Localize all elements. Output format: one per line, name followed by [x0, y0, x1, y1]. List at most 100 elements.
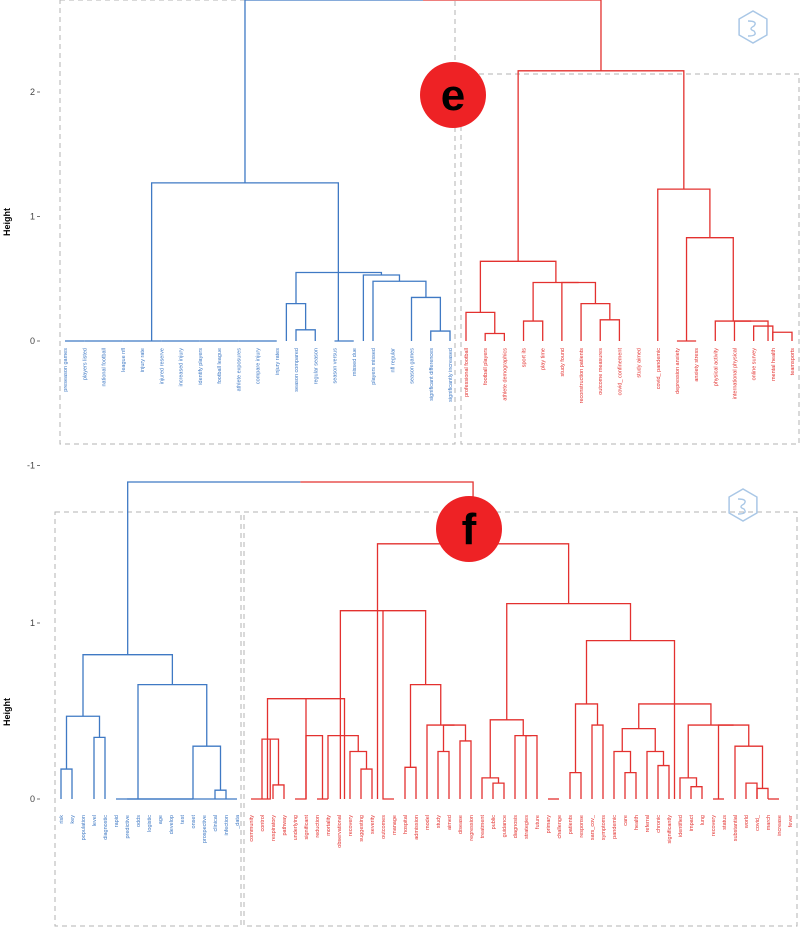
leaf-label: symptoms — [601, 815, 607, 840]
leaf-label: players missed — [371, 348, 377, 385]
leaf-label: guidance — [502, 815, 508, 837]
dendrogram-branch — [150, 182, 339, 341]
leaf-label: significant — [304, 815, 310, 840]
dendrogram-branch — [137, 683, 208, 799]
dendrogram-branch — [410, 296, 442, 341]
leaf-label: onset — [191, 815, 197, 829]
leaf-label: manage — [392, 815, 398, 835]
dendrogram-branch — [532, 281, 579, 322]
dendrogram-branch — [459, 740, 472, 799]
dendrogram-branch — [360, 768, 373, 799]
leaf-label: covid_ — [755, 814, 761, 831]
leaf-label: _data — [235, 814, 241, 830]
leaf-label: chronic — [656, 815, 662, 833]
leaf-label: prospective — [202, 815, 208, 843]
dendrogram-branch — [599, 319, 621, 341]
dendrogram-branch — [522, 320, 544, 341]
leaf-label: injured reserve — [159, 348, 165, 384]
dendrogram-branch — [591, 724, 604, 799]
dendrogram-branch — [372, 280, 427, 341]
dendrogram-branch — [362, 274, 401, 341]
dendrogram-branch — [745, 782, 758, 799]
dendrogram-branch — [60, 768, 73, 799]
dendrogram-branch — [657, 188, 711, 341]
dendrogram-branch — [685, 237, 734, 341]
leaf-label: respiratory — [271, 815, 277, 841]
dendrogram-branch — [327, 734, 359, 799]
dendrogram-branch — [93, 736, 106, 799]
dendrogram-branch — [484, 332, 506, 341]
dendrogram-branch — [585, 639, 676, 799]
leaf-label: severity — [370, 815, 376, 834]
leaf-label: march — [766, 815, 772, 830]
dendrogram-branch — [687, 724, 734, 778]
leaf-label: observational — [337, 815, 343, 848]
leaf-label: predictive — [125, 815, 131, 839]
leaf-label: test — [180, 815, 186, 824]
dendrogram-branch — [295, 329, 316, 341]
panel-badge — [420, 62, 486, 128]
leaf-label: regression — [469, 815, 475, 841]
leaf-label: develop — [169, 815, 175, 834]
hexagon-logo-icon — [738, 10, 768, 44]
leaf-label: physical activity — [713, 348, 719, 386]
y-tick-label: 0 — [30, 336, 35, 346]
leaf-label: treatment — [480, 815, 486, 839]
leaf-label: infection — [224, 815, 230, 836]
dendrogram-branch — [569, 771, 582, 799]
leaf-label: future — [535, 815, 541, 829]
leaf-label: recovery — [711, 815, 717, 836]
leaf-label: international physical — [732, 348, 738, 399]
leaf-label: injury rate — [140, 348, 146, 372]
leaf-label: season games — [410, 348, 416, 384]
dendrogram-branch — [465, 311, 496, 341]
dendrogram-branch — [426, 724, 455, 799]
leaf-label: aimed — [447, 815, 453, 830]
y-tick-label: 0 — [30, 794, 35, 804]
cluster-box — [59, 0, 456, 445]
dendrogram-branch — [514, 734, 532, 799]
leaf-label: age — [158, 815, 164, 824]
dendrogram-branch — [714, 320, 752, 341]
leaf-label: suggesting — [359, 815, 365, 842]
dendrogram-branch — [624, 771, 637, 799]
leaf-label: football league — [217, 348, 223, 384]
dendrogram-branch — [525, 734, 538, 799]
dendrogram-branch — [404, 766, 417, 799]
leaf-label: disease — [458, 815, 464, 834]
dendrogram-branch — [690, 786, 703, 799]
leaf-label: care — [623, 815, 629, 826]
dendrogram-branch — [430, 330, 451, 341]
leaf-label: rapid — [114, 815, 120, 827]
dendrogram-branch — [580, 303, 611, 341]
leaf-label: season compared — [294, 348, 300, 392]
leaf-label: study found — [560, 348, 566, 376]
y-axis-label: Height — [2, 208, 12, 236]
leaf-label: public — [491, 815, 497, 830]
leaf-label: status — [722, 815, 728, 830]
y-tick-label: -1 — [27, 461, 35, 471]
dendrogram-branch — [251, 739, 271, 800]
dendrogram-branch — [561, 281, 597, 341]
leaf-label: season versus — [333, 348, 339, 384]
dendrogram-branch — [305, 734, 324, 799]
leaf-label: hospital — [403, 815, 409, 834]
dendrogram-branch — [479, 260, 557, 313]
dendrogram-branch — [492, 782, 505, 799]
leaf-label: health — [634, 815, 640, 830]
leaf-label: key — [70, 815, 76, 824]
leaf-label: substantial — [733, 815, 739, 841]
leaf-label: outcome measures — [598, 348, 604, 395]
leaf-label: study aimed — [637, 348, 643, 378]
dendrogram-branch — [733, 320, 769, 341]
leaf-label: sport its — [522, 348, 528, 368]
dendrogram-branch — [506, 602, 632, 720]
dendrogram-branch — [442, 724, 467, 752]
leaf-label: level — [92, 815, 98, 826]
leaf-label: reconstruction patients — [579, 348, 585, 404]
y-axis-label: Height — [2, 698, 12, 726]
leaf-label: nfl regular — [390, 348, 396, 373]
dendrogram-branch — [192, 745, 222, 799]
leaf-label: clinical — [213, 815, 219, 832]
